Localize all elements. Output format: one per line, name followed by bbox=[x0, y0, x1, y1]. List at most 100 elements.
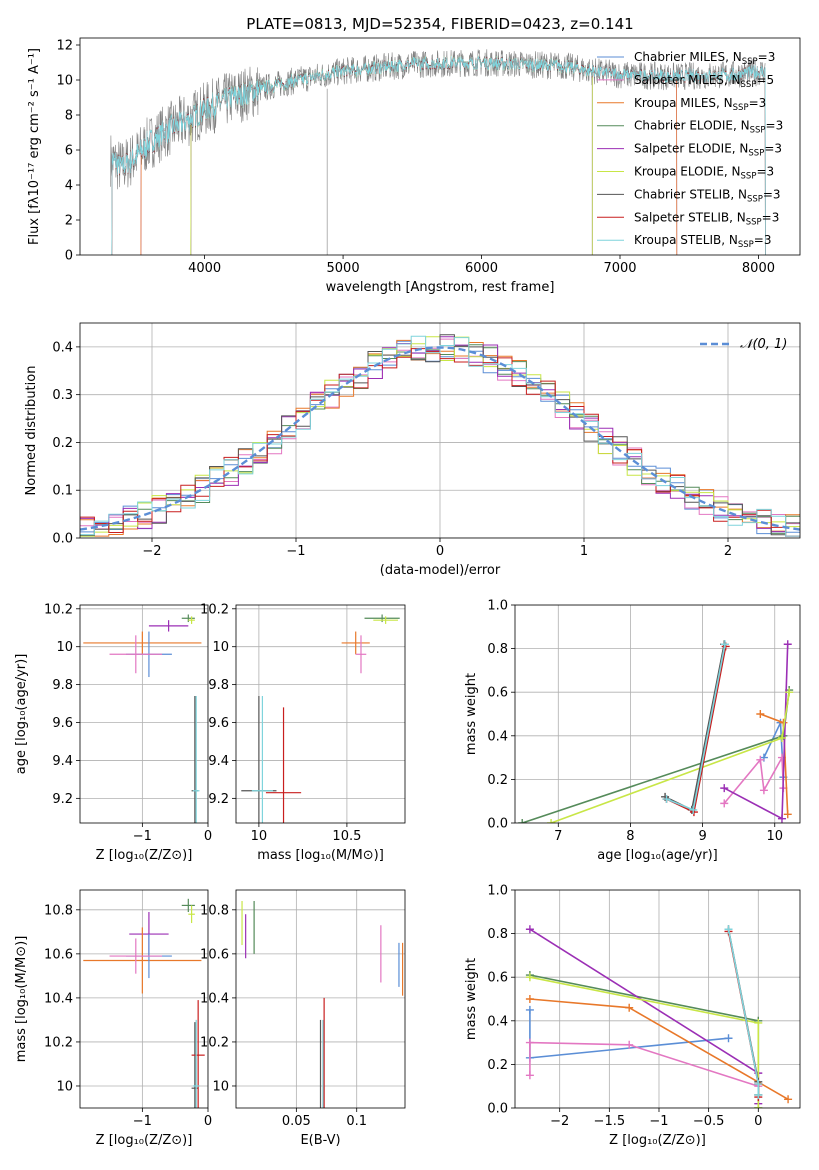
legend-sub: SSP bbox=[733, 103, 749, 113]
y-tick-label: 10.2 bbox=[200, 602, 229, 617]
y-tick-label: 9.6 bbox=[208, 716, 229, 731]
weight-marker bbox=[525, 1071, 534, 1080]
y-tick-label: 10.6 bbox=[200, 947, 229, 962]
weight-marker bbox=[783, 810, 792, 819]
y-tick-label: 1.0 bbox=[487, 884, 508, 899]
x-axis-label: mass [log₁₀(M/M⊙)] bbox=[257, 848, 384, 863]
y-tick-label: 9.2 bbox=[208, 792, 229, 807]
y-tick-label: 9.4 bbox=[52, 754, 73, 769]
plot-area-age-vs-Z bbox=[80, 605, 208, 823]
weight-marker bbox=[525, 995, 534, 1003]
y-tick-label: 0.1 bbox=[52, 484, 73, 499]
y-tick-label: 0.6 bbox=[487, 686, 508, 701]
y-axis-label: mass [log₁₀(M/M⊙)] bbox=[14, 936, 29, 1063]
x-tick-label: −1.5 bbox=[594, 1114, 626, 1129]
model-spectrum bbox=[140, 56, 678, 255]
legend-suffix: =5 bbox=[756, 73, 774, 87]
x-tick-label: 0 bbox=[754, 1114, 762, 1129]
axes-frame bbox=[514, 889, 801, 1109]
legend-text: Chabrier STELIB, N bbox=[634, 187, 747, 201]
weight-marker bbox=[518, 819, 527, 823]
legend-sub: SSP bbox=[750, 126, 766, 136]
legend-label: Chabrier MILES, NSSP=3 bbox=[634, 50, 775, 67]
weight-marker bbox=[777, 733, 786, 742]
y-axis-label: Normed distribution bbox=[24, 366, 39, 496]
legend-text: Chabrier ELODIE, N bbox=[634, 119, 750, 133]
x-tick-label: 4000 bbox=[188, 261, 221, 276]
weight-marker bbox=[754, 1018, 763, 1027]
legend-sub: SSP bbox=[742, 57, 758, 67]
weight-marker bbox=[777, 814, 786, 823]
legend-suffix: =3 bbox=[763, 187, 781, 201]
plot-area-spectrum bbox=[110, 49, 766, 255]
x-axis-label: Z [log₁₀(Z/Z⊙)] bbox=[609, 1133, 706, 1148]
x-tick-label: 10 bbox=[766, 829, 783, 844]
weight-marker bbox=[724, 925, 733, 934]
y-axis-label: Flux [fλ10⁻¹⁷ erg cm⁻² s⁻¹ A⁻¹] bbox=[27, 48, 42, 245]
legend-label: Salpeter MILES, NSSP=5 bbox=[634, 73, 774, 90]
histogram bbox=[80, 335, 800, 537]
weight-marker bbox=[759, 786, 768, 795]
x-tick-label: 5000 bbox=[327, 261, 360, 276]
histogram bbox=[80, 348, 800, 537]
legend-text: Kroupa STELIB, N bbox=[634, 233, 738, 247]
axes-frame bbox=[79, 322, 801, 539]
y-tick-label: 9.6 bbox=[52, 716, 73, 731]
x-tick-label: 8000 bbox=[742, 261, 775, 276]
y-tick-label: 6 bbox=[65, 144, 73, 159]
weight-marker bbox=[625, 1003, 634, 1012]
x-tick-label: 6000 bbox=[465, 261, 498, 276]
legend-suffix: =3 bbox=[758, 50, 776, 64]
weight-marker bbox=[756, 710, 765, 718]
weight-line bbox=[763, 722, 785, 778]
x-tick-label: 0 bbox=[436, 544, 444, 559]
y-tick-label: 10 bbox=[212, 1079, 229, 1094]
legend-label: Salpeter ELODIE, NSSP=3 bbox=[634, 142, 782, 159]
legend-sub: SSP bbox=[738, 240, 754, 250]
weight-line bbox=[666, 644, 726, 812]
x-tick-label: 9 bbox=[698, 829, 706, 844]
weight-line bbox=[664, 644, 725, 812]
weight-marker bbox=[720, 784, 729, 793]
plot-area-weight-vs-Z bbox=[515, 890, 800, 1108]
axes-frame bbox=[79, 889, 209, 1109]
weight-marker bbox=[754, 1104, 763, 1108]
y-tick-label: 2 bbox=[65, 214, 73, 229]
weight-marker bbox=[689, 805, 698, 814]
legend-suffix: =3 bbox=[762, 210, 780, 224]
y-tick-label: 10.4 bbox=[44, 991, 73, 1006]
y-tick-label: 10.2 bbox=[44, 602, 73, 617]
weight-line bbox=[521, 689, 790, 823]
legend-sub: SSP bbox=[746, 217, 762, 227]
weight-marker bbox=[754, 1080, 763, 1089]
y-tick-label: 0.0 bbox=[487, 1102, 508, 1117]
x-tick-label: 2 bbox=[724, 544, 732, 559]
y-tick-label: 10.6 bbox=[44, 947, 73, 962]
legend-suffix: =3 bbox=[749, 96, 767, 110]
x-axis-label: E(B-V) bbox=[300, 1133, 340, 1148]
weight-marker bbox=[720, 640, 729, 649]
y-tick-label: 0.2 bbox=[487, 1058, 508, 1073]
x-axis-label: age [log₁₀(age/yr)] bbox=[597, 848, 718, 863]
y-tick-label: 10.2 bbox=[44, 1035, 73, 1050]
legend-sub: SSP bbox=[741, 172, 757, 182]
x-tick-label: 7000 bbox=[603, 261, 636, 276]
y-tick-label: 0.6 bbox=[487, 971, 508, 986]
x-tick-label: 8 bbox=[626, 829, 634, 844]
legend-label: 𝒩(0, 1) bbox=[740, 337, 787, 352]
y-tick-label: 0 bbox=[65, 249, 73, 264]
y-tick-label: 10 bbox=[56, 74, 73, 89]
weight-marker bbox=[625, 1040, 634, 1049]
plot-area-residuals bbox=[80, 323, 800, 538]
legend-text: Chabrier MILES, N bbox=[634, 50, 742, 64]
legend-sub: SSP bbox=[747, 194, 763, 204]
weight-line bbox=[529, 974, 760, 1108]
y-tick-label: 10.4 bbox=[200, 991, 229, 1006]
y-tick-label: 0.0 bbox=[487, 817, 508, 832]
normal-curve bbox=[80, 346, 800, 531]
y-tick-label: 0.4 bbox=[487, 729, 508, 744]
legend-label: Salpeter STELIB, NSSP=3 bbox=[634, 210, 779, 227]
weight-marker bbox=[525, 1005, 534, 1014]
x-tick-label: 1 bbox=[580, 544, 588, 559]
x-tick-label: −1 bbox=[286, 544, 305, 559]
